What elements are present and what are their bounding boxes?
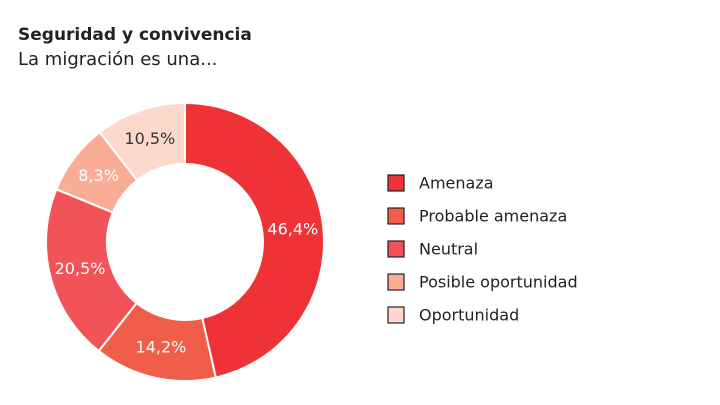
donut-segment bbox=[45, 188, 138, 353]
legend-label: Amenaza bbox=[419, 174, 494, 193]
data-label: 46,4% bbox=[267, 219, 318, 238]
data-label: 14,2% bbox=[136, 337, 187, 356]
data-label: 20,5% bbox=[55, 259, 106, 278]
legend-label: Oportunidad bbox=[419, 306, 519, 325]
legend-label: Probable amenaza bbox=[419, 207, 567, 226]
legend-swatch bbox=[387, 174, 405, 192]
legend-swatch bbox=[387, 240, 405, 258]
donut-segment bbox=[184, 101, 325, 379]
data-label: 8,3% bbox=[78, 166, 119, 185]
donut-segment bbox=[98, 101, 186, 182]
legend-swatch bbox=[387, 273, 405, 291]
chart-title: Seguridad y convivencia bbox=[18, 25, 252, 45]
data-label: 10,5% bbox=[124, 129, 175, 148]
legend-swatch bbox=[387, 207, 405, 225]
legend-label: Neutral bbox=[419, 240, 478, 259]
legend-swatch bbox=[387, 306, 405, 324]
legend-label: Posible oportunidad bbox=[419, 273, 578, 292]
chart-subtitle: La migración es una... bbox=[18, 49, 217, 70]
